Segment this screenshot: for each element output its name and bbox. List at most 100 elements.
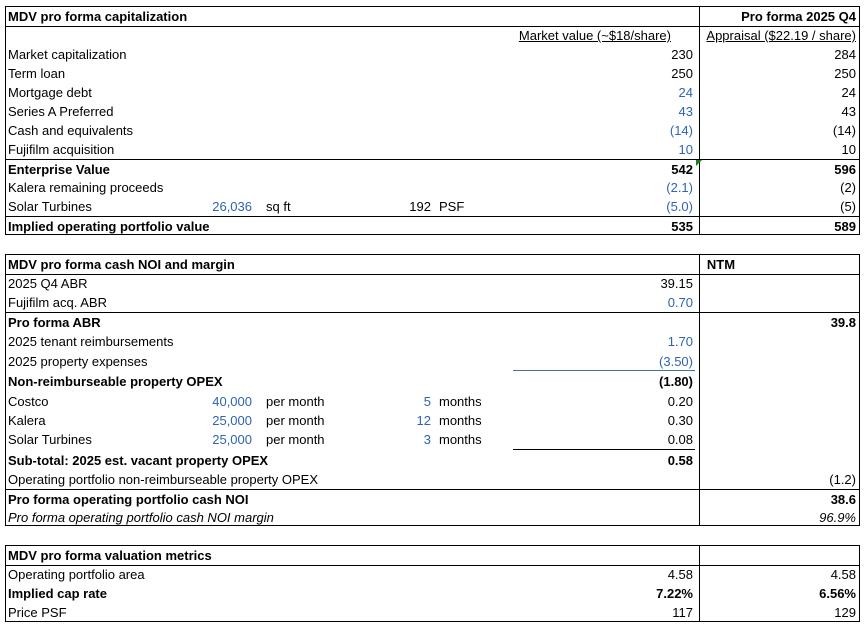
sqft-value: 26,036: [212, 199, 252, 214]
per-month-label: per month: [266, 394, 325, 409]
row-label: Enterprise Value: [8, 162, 110, 177]
enterprise-value-row: Enterprise Value 542 596: [6, 159, 859, 179]
per-month-label: per month: [266, 432, 325, 447]
row-label: Solar Turbines: [8, 199, 92, 214]
table-row: Kalera remaining proceeds (2.1) (2): [6, 178, 859, 197]
cash-noi-title: MDV pro forma cash NOI and margin: [8, 257, 235, 272]
market-value-cell: 542: [671, 162, 693, 177]
column-divider: [699, 7, 700, 234]
market-value-cell: 250: [671, 66, 693, 81]
value-cell: 39.8: [830, 315, 856, 330]
table-row: Operating portfolio area 4.58 4.58: [6, 565, 859, 584]
appraisal-cell: (2): [840, 180, 856, 195]
capitalization-title: MDV pro forma capitalization: [8, 9, 188, 24]
implied-value-row: Implied operating portfolio value 535 58…: [6, 216, 859, 236]
value-cell: (1.2): [829, 472, 856, 487]
row-label: Pro forma operating portfolio cash NOI: [8, 492, 249, 507]
table-row: Term loan 250 250: [6, 64, 859, 83]
months-label: months: [439, 394, 482, 409]
valuation-title: MDV pro forma valuation metrics: [8, 548, 212, 563]
table-row: Solar Turbines 26,036 sq ft 192 PSF (5.0…: [6, 197, 859, 216]
ntm-header: NTM: [706, 257, 736, 272]
value-cell: 0.30: [667, 413, 693, 428]
row-label: Operating portfolio non-reimburseable pr…: [8, 472, 318, 487]
value-cell: 38.6: [830, 492, 856, 507]
row-label: Implied cap rate: [8, 586, 107, 601]
value-cell: 96.9%: [819, 510, 856, 525]
value-cell: 1.70: [667, 334, 693, 349]
appraisal-cell: 10: [841, 142, 856, 157]
table-row: Mortgage debt 24 24: [6, 83, 859, 102]
market-value-cell: 4.58: [667, 567, 693, 582]
table-row: 2025 tenant reimbursements 1.70: [6, 332, 859, 351]
table-row: Market capitalization 230 284: [6, 45, 859, 64]
row-label: Operating portfolio area: [8, 567, 145, 582]
months-label: months: [439, 432, 482, 447]
valuation-metrics-table: MDV pro forma valuation metrics Operatin…: [5, 545, 860, 622]
appraisal-header: Appraisal ($22.19 / share): [706, 28, 856, 43]
psf-unit: PSF: [439, 199, 465, 214]
appraisal-cell: 589: [834, 219, 856, 234]
psf-value: 192: [409, 199, 431, 214]
row-label: 2025 Q4 ABR: [8, 276, 88, 291]
pro-forma-abr-row: Pro forma ABR 39.8: [6, 312, 859, 332]
value-cell: 0.70: [667, 295, 693, 310]
market-value-cell: (5.0): [666, 199, 693, 214]
appraisal-cell: 43: [841, 104, 856, 119]
monthly-amount: 40,000: [212, 394, 252, 409]
cash-noi-margin-row: Pro forma operating portfolio cash NOI m…: [6, 508, 859, 527]
appraisal-cell: 4.58: [830, 567, 856, 582]
row-label: Costco: [8, 394, 49, 409]
column-header-row: Market value (~$18/share) Appraisal ($22…: [6, 26, 859, 45]
row-label: Sub-total: 2025 est. vacant property OPE…: [8, 453, 269, 468]
cash-noi-table: MDV pro forma cash NOI and margin NTM 20…: [5, 254, 860, 526]
capitalization-table: MDV pro forma capitalization Pro forma 2…: [5, 6, 860, 235]
month-count: 3: [423, 432, 431, 447]
table-row: Series A Preferred 43 43: [6, 102, 859, 121]
table-row: Price PSF 117 129: [6, 603, 859, 622]
row-label: Price PSF: [8, 605, 67, 620]
row-label: Mortgage debt: [8, 85, 92, 100]
market-value-cell: 535: [671, 219, 693, 234]
value-cell: 0.58: [667, 453, 693, 468]
row-label: Term loan: [8, 66, 66, 81]
appraisal-cell: 129: [834, 605, 856, 620]
row-label: 2025 tenant reimbursements: [8, 334, 174, 349]
column-divider: [699, 255, 700, 525]
table-row: Costco 40,000 per month 5 months 0.20: [6, 392, 859, 411]
row-label: Implied operating portfolio value: [8, 219, 210, 234]
table-row: Fujifilm acquisition 10 10: [6, 140, 859, 159]
market-value-cell: 230: [671, 47, 693, 62]
appraisal-cell: 6.56%: [819, 586, 856, 601]
month-count: 5: [423, 394, 431, 409]
market-value-cell: 10: [678, 142, 693, 157]
market-value-cell: 43: [678, 104, 693, 119]
table-row: Fujifilm acq. ABR 0.70: [6, 293, 859, 312]
row-label: Pro forma operating portfolio cash NOI m…: [8, 510, 274, 525]
row-label: Market capitalization: [8, 47, 127, 62]
cash-noi-row: Pro forma operating portfolio cash NOI 3…: [6, 489, 859, 509]
sum-underline: [513, 370, 695, 371]
appraisal-cell: (14): [832, 123, 856, 138]
non-reimbursable-opex-row: Non-reimburseable property OPEX (1.80): [6, 372, 859, 391]
sqft-unit: sq ft: [266, 199, 291, 214]
market-value-header: Market value (~$18/share): [518, 28, 671, 43]
market-value-cell: 7.22%: [656, 586, 693, 601]
row-label: Solar Turbines: [8, 432, 92, 447]
table-row: Cash and equivalents (14) (14): [6, 121, 859, 140]
months-label: months: [439, 413, 482, 428]
cash-noi-title-row: MDV pro forma cash NOI and margin NTM: [6, 255, 859, 275]
sum-underline: [513, 449, 695, 450]
value-cell: 0.20: [667, 394, 693, 409]
pro-forma-header: Pro forma 2025 Q4: [741, 9, 856, 24]
subtotal-row: Sub-total: 2025 est. vacant property OPE…: [6, 451, 859, 470]
table-row: 2025 property expenses (3.50): [6, 352, 859, 371]
per-month-label: per month: [266, 413, 325, 428]
row-label: Kalera: [8, 413, 46, 428]
monthly-amount: 25,000: [212, 413, 252, 428]
market-value-cell: 24: [678, 85, 693, 100]
value-cell: 0.08: [667, 432, 693, 447]
value-cell: 39.15: [660, 276, 693, 291]
market-value-cell: 117: [672, 605, 693, 620]
row-label: Kalera remaining proceeds: [8, 180, 164, 195]
